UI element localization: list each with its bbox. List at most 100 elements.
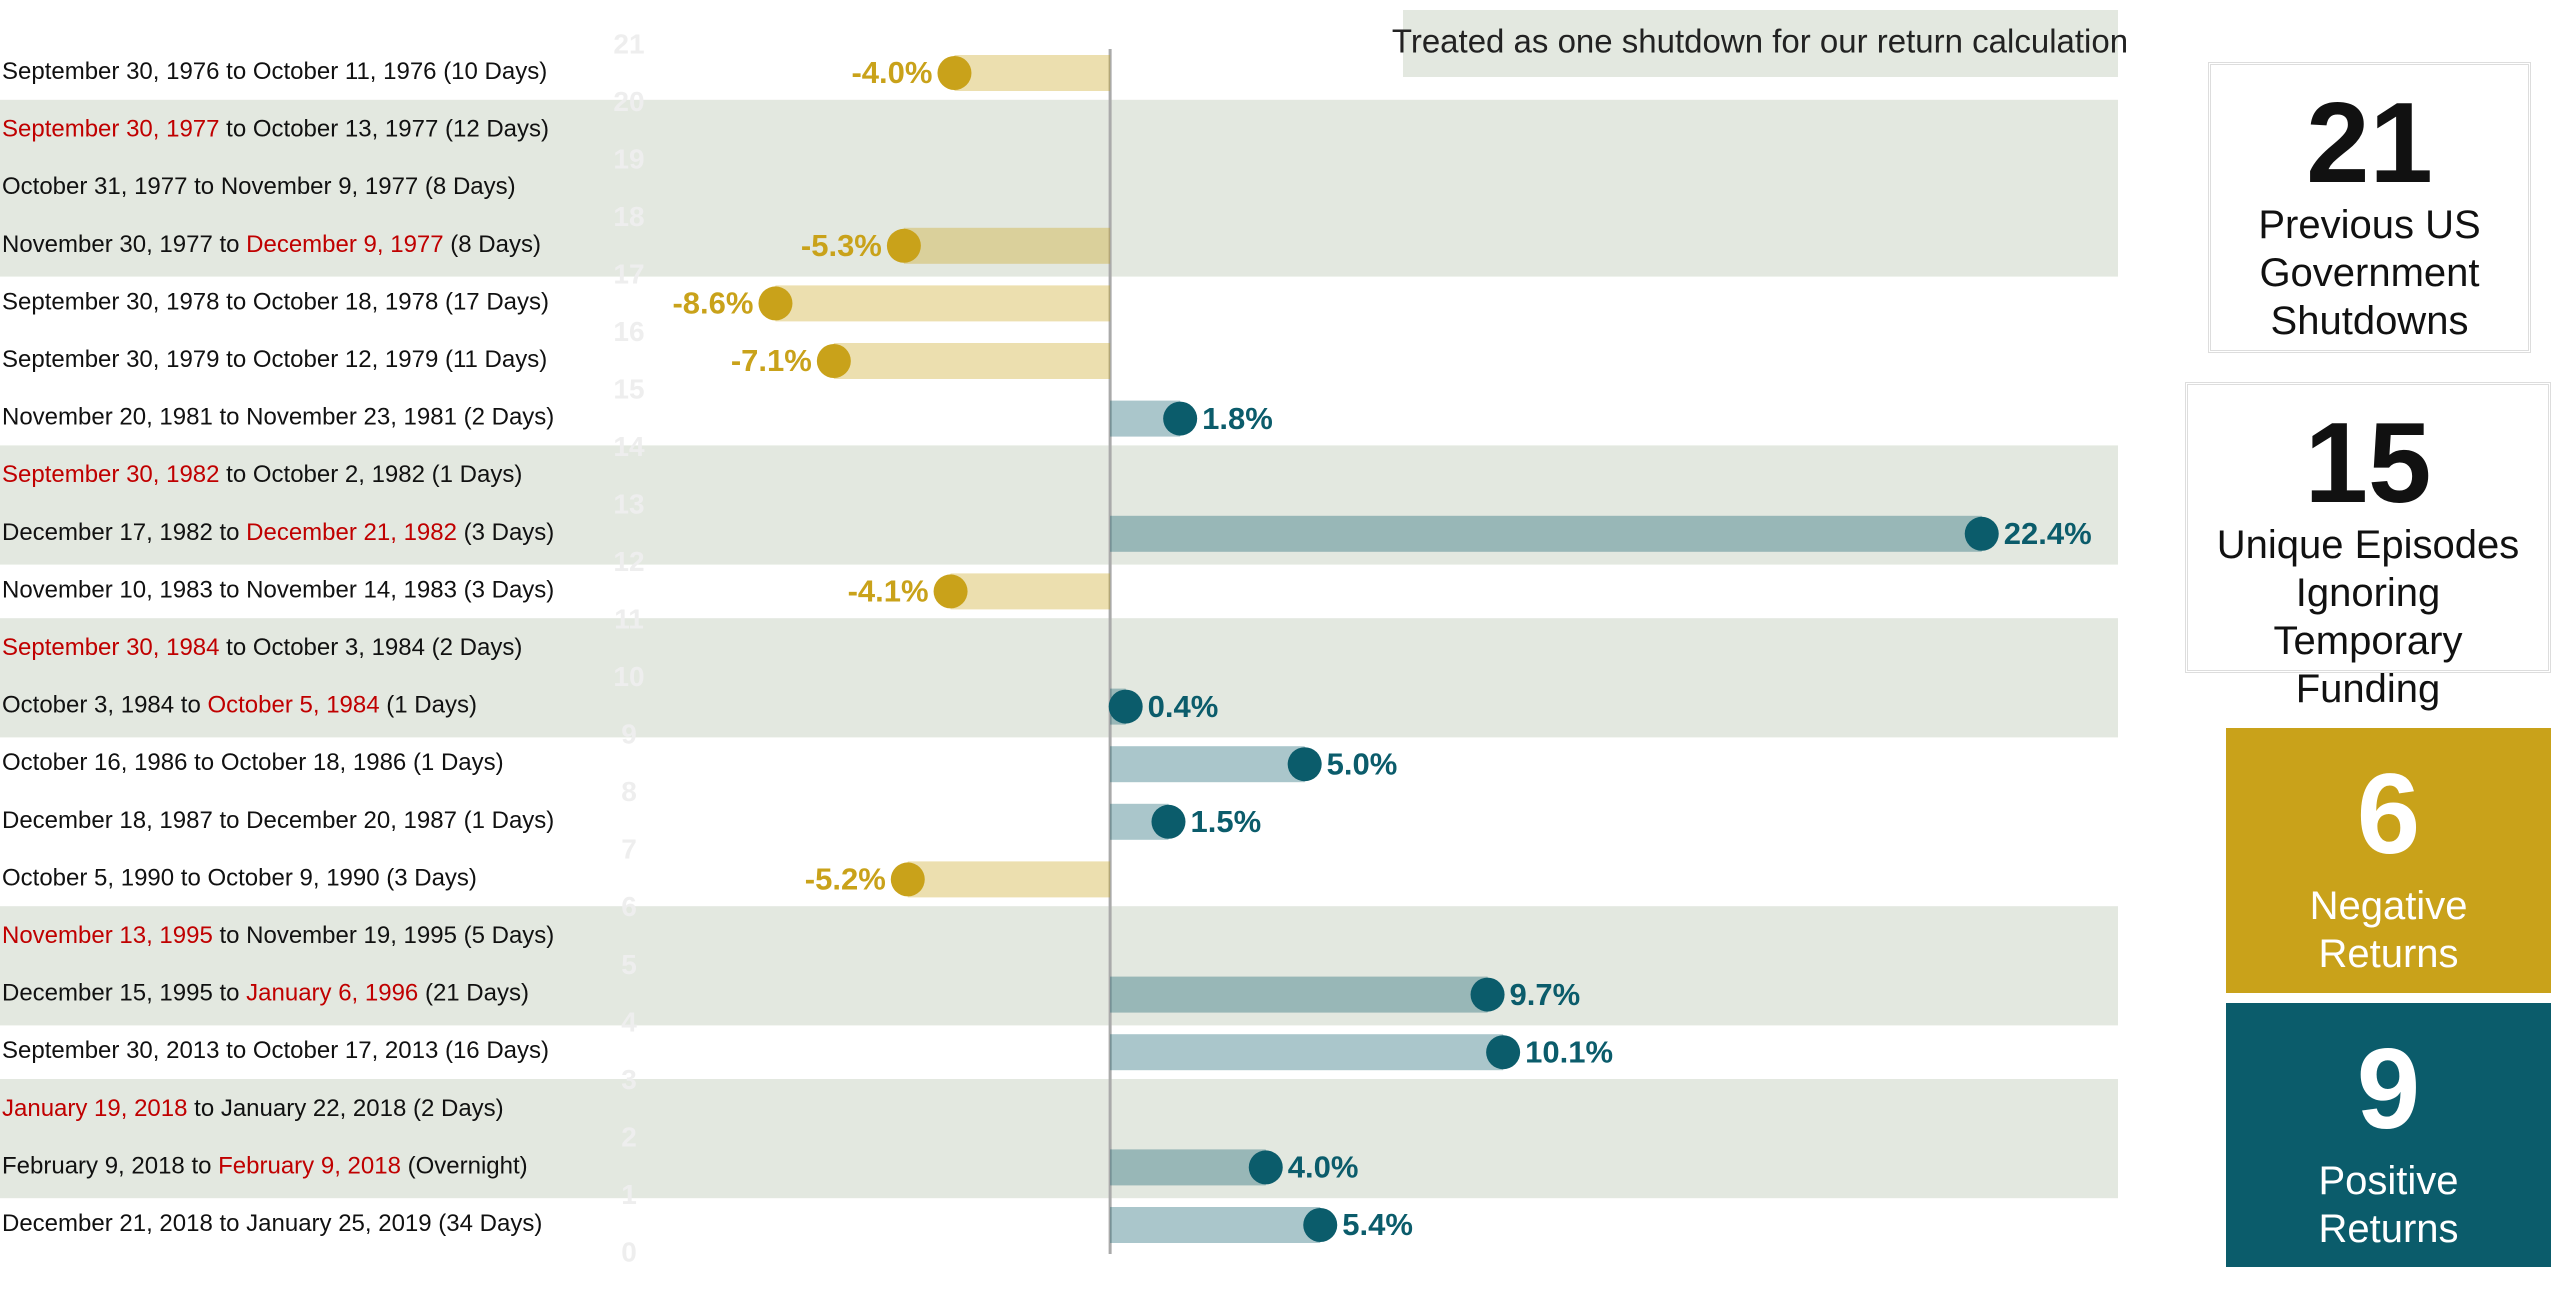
y-tick-label: 12 — [613, 546, 644, 577]
row-label: September 30, 1978 to October 18, 1978 (… — [2, 289, 549, 316]
row-label: September 30, 1979 to October 12, 1979 (… — [2, 346, 547, 373]
row-label: December 21, 2018 to January 25, 2019 (3… — [2, 1210, 542, 1237]
value-label: 4.0% — [1288, 1150, 1359, 1185]
label-part: September 30, 1978 to October 18, 1978 (… — [2, 289, 549, 316]
y-tick-label: 1 — [621, 1179, 637, 1210]
label-part: (Overnight) — [401, 1153, 528, 1180]
bar — [1110, 1034, 1504, 1071]
stat-label: Previous US — [2258, 203, 2481, 247]
row-label: January 19, 2018 to January 22, 2018 (2 … — [2, 1095, 504, 1122]
label-part: December 15, 1995 to — [2, 980, 246, 1007]
dot — [933, 574, 968, 609]
group-shade — [0, 1079, 2118, 1199]
y-tick-label: 0 — [621, 1236, 637, 1267]
dot — [1964, 516, 1999, 551]
row-label: September 30, 1982 to October 2, 1982 (1… — [2, 462, 522, 489]
dot — [816, 344, 851, 378]
label-part: to November 19, 1995 (5 Days) — [213, 922, 555, 949]
row-label: October 5, 1990 to October 9, 1990 (3 Da… — [2, 865, 477, 892]
label-part: November 10, 1983 to November 14, 1983 (… — [2, 577, 554, 604]
label-part: September 30, 1982 — [2, 462, 220, 489]
label-part: October 31, 1977 to November 9, 1977 (8 … — [2, 174, 516, 201]
bar — [903, 227, 1111, 264]
label-part: February 9, 2018 — [218, 1153, 401, 1180]
label-part: (8 Days) — [444, 231, 541, 258]
group-shade — [0, 445, 2118, 565]
label-part: September 30, 1979 to October 12, 1979 (… — [2, 346, 547, 373]
dot — [886, 228, 921, 263]
row-label: November 13, 1995 to November 19, 1995 (… — [2, 922, 554, 949]
value-label: -8.6% — [672, 286, 753, 321]
value-label: 1.8% — [1202, 401, 1273, 436]
bar — [1110, 746, 1305, 783]
dot — [1287, 747, 1322, 782]
row-label: November 30, 1977 to December 9, 1977 (8… — [2, 231, 541, 258]
y-tick-label: 4 — [621, 1006, 637, 1037]
bar — [950, 573, 1111, 610]
label-part: October 5, 1990 to October 9, 1990 (3 Da… — [2, 865, 477, 892]
value-label: 10.1% — [1525, 1034, 1613, 1069]
label-part: February 9, 2018 to — [2, 1153, 218, 1180]
y-tick-label: 15 — [613, 374, 644, 405]
row-label: September 30, 1977 to October 13, 1977 (… — [2, 116, 549, 143]
dot — [890, 862, 925, 897]
value-label: 1.5% — [1190, 804, 1261, 839]
label-part: November 20, 1981 to November 23, 1981 (… — [2, 404, 554, 431]
stat-label: Shutdowns — [2270, 299, 2469, 343]
y-tick-label: 3 — [621, 1064, 637, 1095]
y-tick-label: 2 — [621, 1121, 637, 1152]
dot — [1303, 1208, 1338, 1242]
stat-label: Government — [2259, 251, 2480, 295]
y-tick-label: 11 — [614, 604, 644, 635]
dot — [1151, 804, 1186, 839]
y-tick-label: 18 — [613, 201, 644, 232]
bar — [1110, 515, 1982, 552]
value-label: -4.1% — [848, 574, 929, 609]
stat-label: Ignoring — [2295, 571, 2441, 615]
label-part: September 30, 2013 to October 17, 2013 (… — [2, 1038, 549, 1065]
row-label: October 31, 1977 to November 9, 1977 (8 … — [2, 174, 516, 201]
row-label: December 18, 1987 to December 20, 1987 (… — [2, 807, 554, 834]
label-part: January 6, 1996 — [246, 980, 418, 1007]
label-part: December 18, 1987 to December 20, 1987 (… — [2, 807, 554, 834]
stat-label: Returns — [2318, 1207, 2459, 1251]
label-part: December 17, 1982 to — [2, 519, 246, 546]
label-part: October 3, 1984 to — [2, 692, 207, 719]
label-part: December 9, 1977 — [246, 231, 443, 258]
bar — [833, 343, 1111, 379]
y-tick-label: 21 — [613, 28, 644, 59]
label-part: November 13, 1995 — [2, 922, 213, 949]
value-label: 22.4% — [2004, 516, 2092, 551]
stat-label: Funding — [2295, 667, 2441, 711]
y-tick-label: 13 — [613, 489, 644, 520]
dot — [1163, 401, 1198, 436]
stat-value: 15 — [2304, 400, 2432, 527]
value-label: -5.2% — [805, 862, 886, 897]
label-part: September 30, 1984 — [2, 634, 220, 661]
dot — [1470, 977, 1505, 1012]
stat-box: 15 Unique Episodes Ignoring Temporary Fundin… — [2185, 382, 2551, 711]
row-label: February 9, 2018 to February 9, 2018 (Ov… — [2, 1153, 528, 1180]
label-part: October 16, 1986 to October 18, 1986 (1 … — [2, 750, 504, 777]
label-part: January 19, 2018 — [2, 1095, 187, 1122]
label-part: to January 22, 2018 (2 Days) — [187, 1095, 503, 1122]
label-part: (1 Days) — [380, 692, 477, 719]
bar — [1110, 976, 1488, 1013]
dot — [758, 286, 793, 321]
row-label: September 30, 1984 to October 3, 1984 (2… — [2, 634, 522, 661]
label-part: to October 13, 1977 (12 Days) — [220, 116, 550, 143]
row-label: December 17, 1982 to December 21, 1982 (… — [2, 519, 554, 546]
value-label: -5.3% — [801, 228, 882, 263]
label-part: (3 Days) — [457, 519, 554, 546]
y-tick-label: 17 — [613, 258, 644, 289]
group-shade — [0, 618, 2118, 738]
y-tick-label: 10 — [613, 661, 644, 692]
group-shade — [0, 906, 2118, 1026]
y-tick-label: 5 — [621, 949, 637, 980]
value-label: 5.4% — [1342, 1207, 1413, 1242]
y-tick-label: 7 — [621, 834, 637, 865]
stat-box: 6 Negative Returns — [2226, 728, 2551, 993]
dot — [1108, 689, 1143, 724]
y-tick-label: 9 — [621, 719, 637, 750]
